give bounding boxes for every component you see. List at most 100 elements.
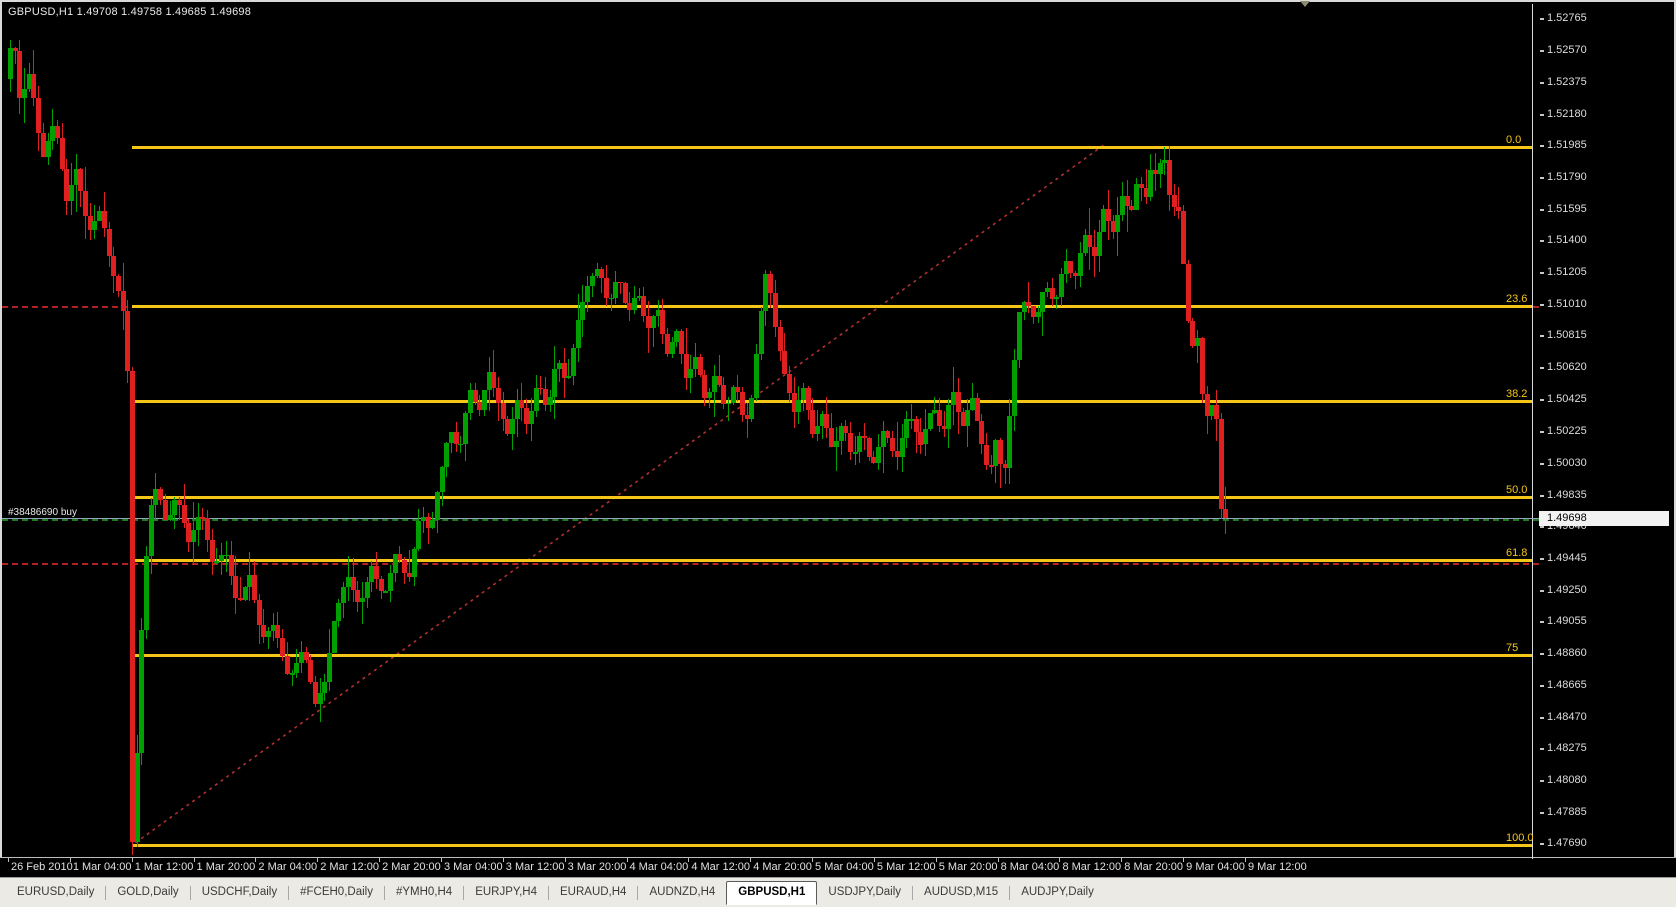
candle-body — [580, 301, 586, 321]
price-tick-label: 1.49835 — [1547, 488, 1587, 501]
time-tick-label: 2 Mar 20:00 — [382, 861, 441, 873]
candle-body — [547, 396, 553, 406]
fib-level-line[interactable] — [132, 654, 1532, 658]
candle-body — [941, 425, 947, 429]
candle-body — [1143, 187, 1149, 197]
candle-body — [1176, 206, 1182, 212]
fib-level-line[interactable] — [132, 399, 1532, 403]
candle-body — [26, 73, 32, 90]
candle-body — [430, 519, 436, 529]
candle-body — [378, 578, 384, 592]
candle-body — [345, 577, 351, 588]
price-tick-label: 1.49445 — [1547, 552, 1587, 565]
candle-body — [1106, 208, 1111, 221]
candle-body — [115, 275, 121, 292]
chart-tab-usdchf-daily[interactable]: USDCHF,Daily — [201, 886, 278, 898]
candle-wick — [915, 415, 917, 454]
candle-body — [1115, 215, 1121, 233]
candle-wick — [540, 375, 542, 396]
candle-body — [1185, 263, 1191, 322]
chart-tab-ymh0-h4[interactable]: #YMH0,H4 — [395, 886, 453, 898]
price-tick-mark — [1540, 272, 1544, 275]
fib-level-line[interactable] — [132, 559, 1532, 563]
time-tick-label: 2 Mar 12:00 — [320, 861, 379, 873]
candle-body — [364, 582, 370, 598]
current-price-line[interactable] — [2, 517, 1539, 519]
price-tick: 1.49640 — [1537, 520, 1676, 532]
chart-tab-audusd-m15[interactable]: AUDUSD,M15 — [924, 886, 999, 898]
fib-level-line[interactable] — [132, 304, 1532, 308]
price-tick-label: 1.50425 — [1547, 392, 1587, 405]
time-scale[interactable]: 26 Feb 2010 1 Mar 04:00 1 Mar 12:00 1 Mar 2… — [0, 857, 1676, 877]
price-tick-mark — [1540, 748, 1544, 751]
price-tick: 1.52765 — [1537, 12, 1676, 24]
price-tick: 1.52180 — [1537, 108, 1676, 120]
price-tick-label: 1.51205 — [1547, 266, 1587, 279]
chart-tab-gbpusd-h1[interactable]: GBPUSD,H1 — [726, 881, 818, 905]
candle-body — [650, 316, 656, 328]
chart-tab-fceh0-daily[interactable]: #FCEH0,Daily — [300, 886, 373, 898]
candle-wick — [652, 315, 654, 347]
candle-wick — [1028, 282, 1030, 313]
candle-body — [256, 599, 262, 625]
stop-line[interactable] — [2, 563, 1539, 566]
candle-body — [111, 255, 117, 276]
fib-level-line[interactable] — [132, 495, 1532, 499]
candle-body — [552, 369, 558, 397]
price-tick: 1.50620 — [1537, 361, 1676, 373]
candle-body — [397, 553, 403, 561]
candle-body — [350, 577, 356, 590]
candle-wick — [1042, 291, 1044, 336]
candle-body — [791, 393, 797, 412]
candle-body — [54, 125, 60, 139]
chart-tab-eurjpy-h4[interactable]: EURJPY,H4 — [475, 886, 537, 898]
chart-tab-euraud-h4[interactable]: EURAUD,H4 — [560, 886, 627, 898]
fib-level-line[interactable] — [132, 844, 1532, 848]
candle-body — [472, 389, 478, 402]
candle-wick — [1140, 176, 1142, 201]
candle-body — [932, 410, 938, 414]
tab-separator — [189, 886, 191, 900]
candle-wick — [746, 402, 748, 438]
candle-body — [679, 330, 684, 355]
price-tick: 1.50425 — [1537, 393, 1676, 405]
candle-body — [36, 98, 42, 133]
candle-body — [130, 371, 135, 843]
chart-tab-bar[interactable]: EURUSD,Daily GOLD,Daily USDCHF,Daily #FCEH0… — [0, 877, 1676, 907]
candle-body — [477, 401, 483, 410]
chart-tab-usdjpy-daily[interactable]: USDJPY,Daily — [828, 886, 902, 898]
price-tick-mark — [1540, 463, 1544, 465]
time-tick-mark — [626, 858, 628, 862]
price-tick-mark — [1540, 18, 1544, 21]
fib-level-line[interactable] — [132, 146, 1532, 150]
chart-tab-gold-daily[interactable]: GOLD,Daily — [117, 886, 179, 898]
candle-body — [284, 656, 290, 675]
chart-tab-eurusd-daily[interactable]: EURUSD,Daily — [17, 886, 95, 898]
chart-right-edge — [1532, 4, 1533, 859]
trendline[interactable] — [135, 143, 1106, 844]
candle-body — [97, 211, 103, 221]
candle-body — [411, 548, 417, 578]
candle-body — [833, 441, 839, 448]
candle-body — [618, 281, 623, 284]
candle-body — [674, 330, 680, 343]
candle-body — [913, 419, 919, 432]
chart-tab-audjpy-daily[interactable]: AUDJPY,Daily — [1021, 886, 1094, 898]
price-tick: 1.49055 — [1537, 615, 1676, 627]
candle-body — [1129, 205, 1135, 210]
candle-body — [843, 425, 849, 433]
price-tick: 1.51985 — [1537, 139, 1676, 151]
buy-order-line[interactable] — [2, 519, 1539, 522]
candle-body — [355, 589, 361, 603]
time-tick-label: 5 Mar 12:00 — [876, 861, 936, 873]
candle-body — [589, 276, 595, 287]
candle-body — [519, 399, 525, 409]
chart-tab-audnzd-h4[interactable]: AUDNZD,H4 — [649, 886, 716, 898]
price-tick-label: 1.51010 — [1547, 297, 1587, 310]
candle-wick — [971, 382, 973, 412]
candle-body — [106, 228, 112, 256]
candle-body — [1091, 246, 1097, 256]
chart-area[interactable]: GBPUSD,H1 1.49708 1.49758 1.49685 1.4969… — [0, 0, 1539, 859]
price-scale[interactable]: 1.52765 1.52570 1.52375 1.52180 1.51985 1.517… — [1537, 0, 1676, 857]
price-tick-label: 1.49055 — [1547, 615, 1587, 628]
